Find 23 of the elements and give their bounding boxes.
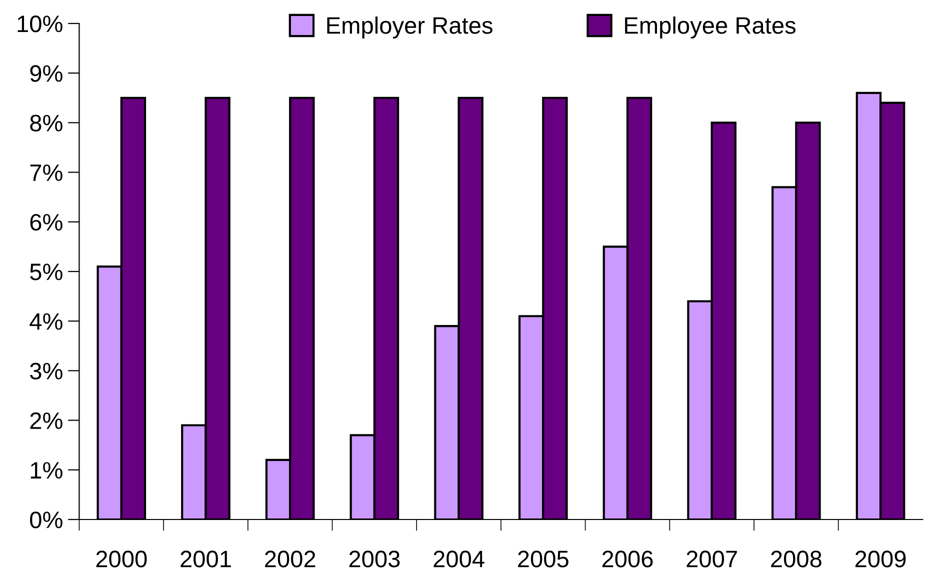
y-tick-label: 4% (30, 313, 62, 330)
x-tick-label: 2008 (771, 550, 822, 568)
y-tick-label: 7% (30, 164, 62, 181)
y-tick-label: 3% (30, 362, 62, 380)
y-tick-label: 8% (30, 114, 62, 132)
y-tick-label: 6% (30, 214, 62, 231)
x-tick-label: 2001 (180, 550, 231, 568)
y-tick-label: 2% (30, 412, 62, 429)
legend-label: Employee Rates (625, 16, 796, 39)
y-tick-label: 5% (30, 264, 62, 280)
legend-label: Employer Rates (327, 16, 492, 39)
x-tick-label: 2007 (686, 550, 737, 568)
y-tick-label: 10% (18, 16, 62, 32)
y-tick-label: 0% (30, 512, 62, 528)
x-tick-label: 2006 (602, 550, 653, 568)
x-tick-label: 2005 (518, 550, 568, 568)
x-tick-label: 2000 (96, 550, 147, 568)
x-tick-label: 2004 (434, 550, 484, 568)
y-tick-label: 1% (30, 462, 62, 479)
y-tick-label: 9% (30, 65, 62, 82)
x-tick-label: 2003 (349, 550, 400, 568)
x-tick-label: 2002 (265, 550, 316, 568)
x-tick-label: 2009 (855, 550, 906, 568)
